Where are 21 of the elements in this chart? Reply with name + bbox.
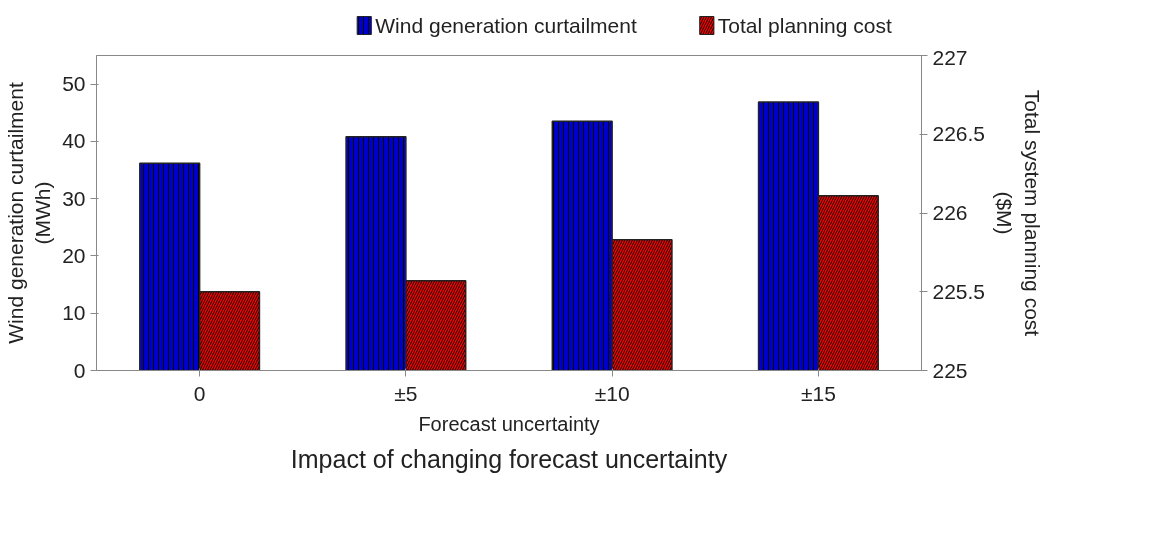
legend-label: Wind generation curtailment [375, 14, 637, 37]
y2-tick-label: 226.5 [932, 122, 986, 146]
x-tick-label: ±15 [800, 381, 836, 405]
y-tick-label: 20 [62, 243, 86, 267]
y-tick-label: 40 [62, 129, 86, 153]
y-tick-label: 0 [73, 358, 86, 382]
y2-tick-label: 225.5 [932, 279, 986, 303]
x-axis-title: Forecast uncertainty [418, 412, 600, 435]
y-tick-label: 30 [62, 186, 86, 210]
y2-tick-label: 225 [932, 358, 968, 382]
y-axis-title: Wind generation curtailment (MWh) [3, 82, 55, 344]
y2-tick-label: 226 [932, 201, 968, 224]
y-tick-label: 50 [62, 72, 86, 96]
legend-label: Total planning cost [717, 14, 892, 37]
y2-axis-title: Total system planning cost ($M) [993, 89, 1044, 337]
y2-tick-label: 227 [932, 45, 968, 69]
x-tick-label: ±10 [594, 381, 630, 405]
x-tick-label: ±5 [394, 381, 418, 405]
x-tick-label: 0 [193, 381, 206, 405]
text: Impact of changing forecast uncertainty [290, 444, 728, 473]
y-tick-label: 10 [62, 301, 86, 325]
